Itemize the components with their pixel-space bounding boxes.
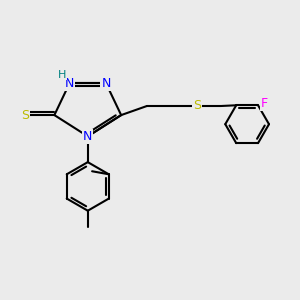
Text: F: F [261, 97, 268, 110]
Text: S: S [22, 109, 29, 122]
Text: N: N [65, 77, 74, 90]
Text: N: N [101, 77, 111, 90]
Text: H: H [58, 70, 66, 80]
Text: N: N [83, 130, 92, 143]
Text: S: S [193, 100, 201, 112]
